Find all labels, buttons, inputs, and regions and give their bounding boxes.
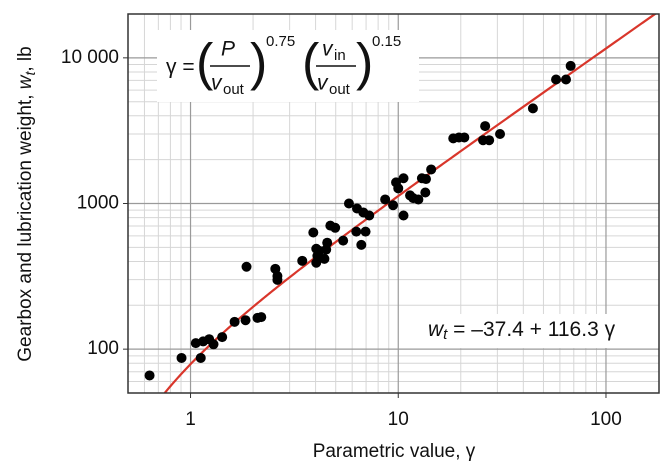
x-tick-label: 10: [388, 409, 409, 430]
point: [308, 227, 319, 238]
points: [144, 60, 576, 381]
point: [330, 222, 341, 233]
point: [495, 129, 506, 140]
point: [319, 253, 330, 264]
fit-label-part: w: [428, 318, 445, 341]
y-tick-label: 10 000: [61, 47, 119, 68]
formula-text: v: [317, 72, 329, 95]
y-axis-label: Gearbox and lubrication weight, wt, lb: [15, 46, 38, 361]
point: [360, 226, 371, 237]
formula-text: v: [322, 38, 334, 61]
x-tick-label: 1: [185, 409, 196, 430]
formula-text: P: [221, 38, 235, 61]
point: [351, 226, 362, 237]
point: [195, 352, 206, 363]
formula-text: v: [211, 72, 223, 95]
fit-line: [163, 14, 657, 393]
point: [551, 74, 562, 85]
formula-text: out: [223, 81, 245, 98]
point: [272, 274, 283, 285]
point: [413, 194, 424, 205]
point: [311, 257, 322, 268]
paren: ): [356, 34, 373, 92]
y-tick-label: 1000: [77, 193, 119, 214]
y-tick-label: 100: [87, 338, 119, 359]
point: [229, 316, 240, 327]
point: [240, 315, 251, 326]
fit-label-bg: [420, 314, 652, 348]
point: [420, 174, 431, 185]
formula-box: γ = ( P v out ) 0.75 ( v in v out ) 0.15: [157, 30, 419, 102]
point: [297, 255, 308, 266]
paren: ): [250, 34, 267, 92]
point: [565, 60, 576, 71]
formula-text: γ =: [166, 56, 195, 79]
formula-bg: [157, 30, 419, 102]
point: [322, 237, 333, 248]
paren: (: [196, 34, 214, 92]
point: [426, 164, 437, 175]
point: [388, 200, 399, 211]
point: [241, 261, 252, 272]
formula-exponent: 0.75: [266, 33, 295, 50]
point: [343, 198, 354, 209]
fit-label-box: wt = –37.4 + 116.3 γ: [420, 314, 652, 348]
fit-label: wt = –37.4 + 116.3 γ: [428, 318, 616, 343]
point: [356, 239, 367, 250]
point: [420, 187, 431, 198]
point: [176, 352, 187, 363]
point: [338, 235, 349, 246]
formula-text: out: [329, 81, 351, 98]
point: [527, 103, 538, 114]
fit-layer: [163, 14, 657, 393]
point: [484, 135, 495, 146]
point: [560, 74, 571, 85]
point: [398, 173, 409, 184]
point: [480, 121, 491, 132]
point: [380, 194, 391, 205]
fit-label-part: t: [443, 326, 448, 343]
point: [256, 312, 267, 323]
y-label-part: t: [22, 71, 38, 76]
formula-exponent: 0.15: [372, 33, 401, 50]
point: [217, 332, 228, 343]
point: [398, 210, 409, 221]
y-label-part: Gearbox and lubrication weight,: [15, 89, 36, 362]
y-label-part: w: [15, 74, 36, 89]
formula-text: in: [334, 47, 346, 64]
point: [459, 132, 470, 143]
x-tick-label: 100: [590, 409, 622, 430]
point: [393, 183, 404, 194]
y-label-part: , lb: [15, 46, 36, 71]
point: [144, 370, 155, 381]
point: [364, 210, 375, 221]
fit-label-part: = –37.4 + 116.3 γ: [447, 318, 615, 341]
x-axis-label: Parametric value, γ: [313, 441, 476, 462]
paren: (: [302, 34, 320, 92]
point: [208, 339, 219, 350]
